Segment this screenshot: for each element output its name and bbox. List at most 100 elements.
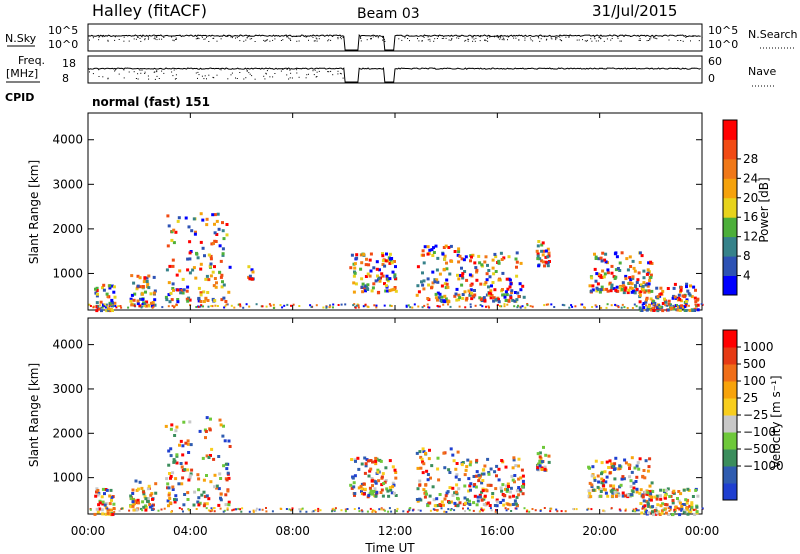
ground-scatter-cell: [101, 306, 104, 309]
colorbar-segment: [723, 139, 737, 160]
data-cell: [696, 308, 700, 312]
data-cell: [464, 468, 468, 472]
data-cell: [678, 306, 682, 310]
ground-scatter-cell: [292, 303, 295, 306]
data-cell: [184, 441, 188, 445]
data-cell: [590, 483, 594, 487]
ground-scatter-cell: [572, 508, 575, 510]
ground-scatter-cell: [117, 305, 120, 308]
data-cell: [618, 286, 622, 290]
ground-scatter-cell: [474, 304, 477, 307]
data-cell: [206, 299, 210, 302]
ground-scatter-cell: [178, 507, 181, 510]
data-cell: [495, 498, 499, 502]
ground-scatter-cell: [426, 303, 429, 306]
data-cell: [443, 257, 447, 261]
ground-scatter-cell: [655, 507, 658, 510]
data-cell: [207, 456, 211, 459]
ground-scatter-cell: [633, 303, 636, 306]
data-cell: [515, 495, 519, 499]
freq-dot: [123, 69, 125, 71]
data-cell: [519, 288, 523, 292]
data-cell: [478, 296, 482, 300]
data-cell: [494, 270, 498, 273]
data-cell: [179, 439, 183, 443]
nsky-dot: [576, 39, 578, 41]
colorbar-segment: [723, 415, 737, 433]
data-cell: [205, 223, 209, 227]
data-cell: [538, 464, 542, 468]
data-cell: [639, 488, 643, 492]
ground-scatter-cell: [224, 305, 227, 308]
ground-scatter-cell: [210, 305, 213, 307]
nsky-dot: [384, 40, 386, 42]
ground-scatter-cell: [584, 306, 586, 309]
data-cell: [454, 475, 458, 479]
nsky-dot: [174, 39, 176, 40]
nsky-dot: [524, 39, 526, 41]
data-cell: [423, 495, 427, 499]
colorbar-segment: [723, 381, 737, 399]
data-cell: [385, 274, 389, 278]
data-cell: [452, 459, 456, 463]
data-cell: [186, 442, 190, 446]
ground-scatter-cell: [265, 507, 267, 509]
freq-dot: [305, 77, 307, 79]
nsky-dot: [418, 40, 420, 42]
ground-scatter-cell: [375, 306, 378, 309]
data-cell: [390, 288, 394, 292]
data-cell: [183, 493, 187, 496]
ground-scatter-cell: [503, 305, 506, 308]
data-cell: [184, 216, 188, 220]
ground-scatter-cell: [526, 509, 529, 512]
data-cell: [695, 505, 699, 509]
data-cell: [388, 277, 392, 281]
nsky-dot: [515, 37, 517, 39]
data-cell: [473, 261, 477, 265]
data-cell: [453, 501, 457, 505]
nsky-dot: [540, 38, 542, 40]
data-cell: [380, 488, 384, 492]
freq-dot: [230, 74, 232, 76]
ground-scatter-cell: [113, 511, 116, 513]
data-cell: [502, 256, 506, 260]
ground-scatter-cell: [237, 507, 240, 510]
nsky-dot: [479, 40, 481, 42]
data-cell: [659, 494, 662, 498]
data-cell: [138, 480, 142, 484]
nsky-dot: [230, 36, 232, 38]
ground-scatter-cell: [187, 508, 190, 511]
data-cell: [374, 459, 378, 463]
ground-scatter-cell: [333, 509, 336, 512]
data-cell: [442, 267, 446, 271]
data-cell: [473, 289, 476, 292]
data-cell: [667, 299, 671, 303]
data-cell: [436, 256, 440, 260]
freq-dot: [290, 72, 292, 74]
data-cell: [501, 271, 505, 275]
data-cell: [656, 295, 660, 298]
ground-scatter-cell: [344, 303, 347, 306]
data-cell: [151, 497, 154, 501]
data-cell: [170, 230, 174, 234]
data-cell: [451, 453, 455, 457]
data-cell: [374, 494, 378, 498]
data-cell: [646, 469, 650, 473]
freq-dot: [172, 75, 174, 77]
ground-scatter-cell: [534, 509, 537, 512]
ground-scatter-cell: [265, 305, 268, 308]
nsky-dot: [639, 40, 641, 41]
data-cell: [632, 481, 636, 485]
ground-scatter-cell: [366, 305, 369, 308]
data-cell: [176, 300, 180, 304]
ground-scatter-cell: [314, 509, 317, 512]
nsky-dot: [316, 38, 318, 40]
nsky-dot: [610, 39, 612, 41]
data-cell: [379, 459, 383, 463]
data-cell: [479, 282, 483, 286]
data-cell: [436, 298, 439, 302]
freq-dot: [153, 71, 155, 73]
data-cell: [682, 510, 686, 514]
data-cell: [473, 483, 477, 486]
data-cell: [381, 252, 384, 256]
